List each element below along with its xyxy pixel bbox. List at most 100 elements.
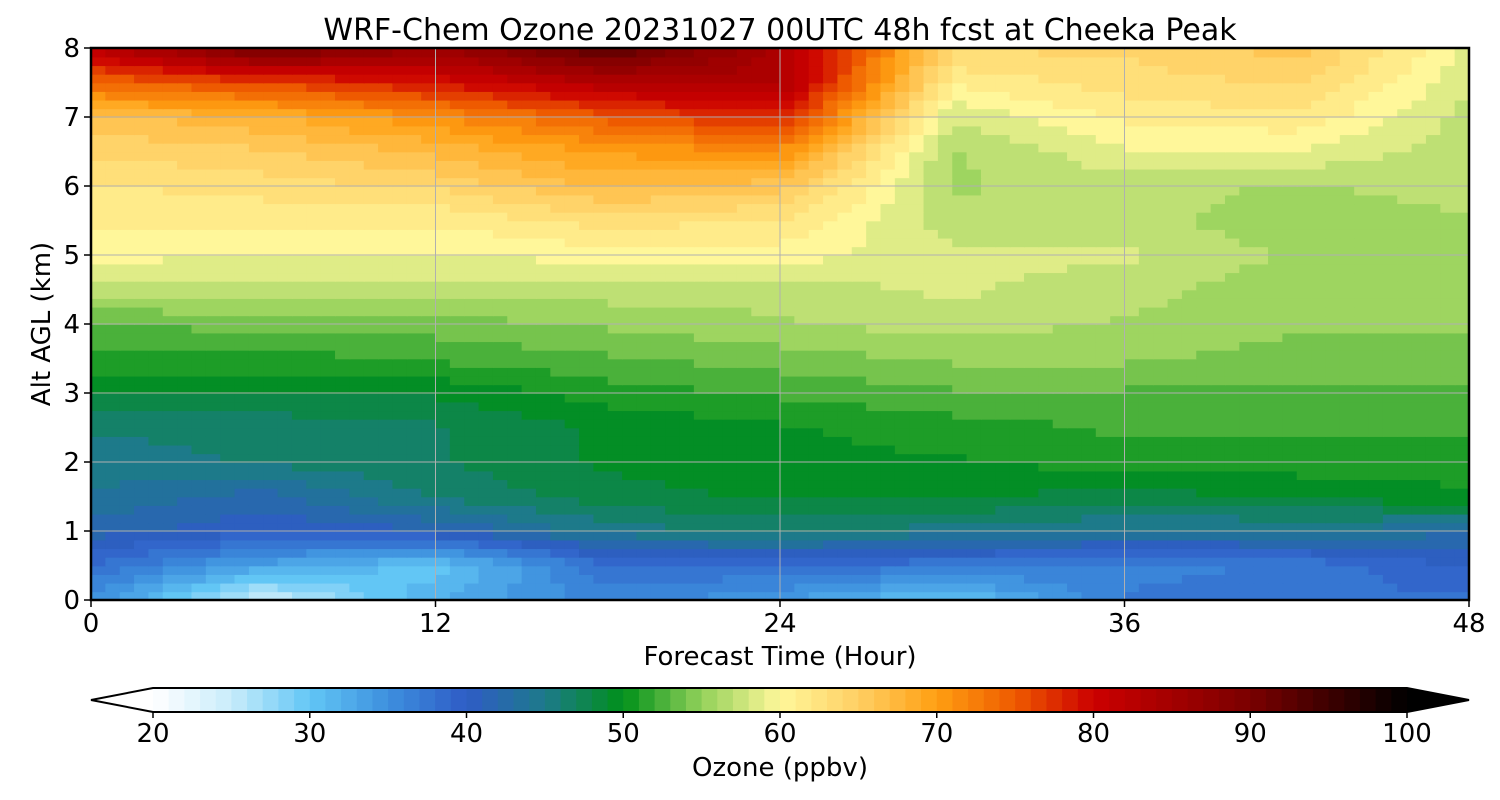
heatmap-cell xyxy=(1368,539,1384,550)
heatmap-cell xyxy=(937,272,954,282)
heatmap-cell xyxy=(148,315,164,325)
heatmap-cell xyxy=(909,237,925,248)
heatmap-cell xyxy=(966,470,982,481)
heatmap-cell xyxy=(1339,324,1355,334)
heatmap-cell xyxy=(162,280,178,291)
heatmap-cell xyxy=(205,436,221,446)
heatmap-cell xyxy=(765,186,781,196)
heatmap-cell xyxy=(1052,453,1068,463)
heatmap-cell xyxy=(780,160,796,170)
heatmap-cell xyxy=(91,306,107,317)
heatmap-cell xyxy=(808,298,824,308)
heatmap-cell xyxy=(306,479,322,489)
heatmap-cell xyxy=(1282,393,1298,403)
heatmap-cell xyxy=(708,453,724,463)
heatmap-cell xyxy=(1153,246,1169,256)
heatmap-cell xyxy=(248,272,265,282)
heatmap-cell xyxy=(535,505,552,515)
heatmap-cell xyxy=(1311,427,1327,437)
heatmap-cell xyxy=(937,470,954,481)
heatmap-cell xyxy=(1411,401,1427,412)
heatmap-cell xyxy=(923,349,939,360)
heatmap-cell xyxy=(1311,462,1327,472)
heatmap-cell xyxy=(693,427,710,437)
heatmap-cell xyxy=(1210,220,1226,230)
heatmap-cell xyxy=(794,151,810,161)
heatmap-cell xyxy=(234,194,250,205)
heatmap-cell xyxy=(1210,263,1226,274)
heatmap-cell xyxy=(1253,470,1269,481)
heatmap-cell xyxy=(320,565,336,575)
heatmap-cell xyxy=(650,582,666,593)
heatmap-cell xyxy=(579,470,595,481)
heatmap-cell xyxy=(1397,237,1413,248)
heatmap-cell xyxy=(1167,263,1183,274)
heatmap-cell xyxy=(1196,401,1212,412)
heatmap-cell xyxy=(937,211,954,222)
heatmap-cell xyxy=(1196,384,1212,394)
heatmap-cell xyxy=(363,220,379,230)
heatmap-cell xyxy=(148,556,164,567)
heatmap-cell xyxy=(837,444,853,455)
heatmap-cell xyxy=(105,289,121,299)
heatmap-cell xyxy=(1325,237,1341,248)
heatmap-cell xyxy=(722,220,738,230)
heatmap-cell xyxy=(794,401,810,412)
heatmap-cell xyxy=(191,151,207,161)
heatmap-cell xyxy=(823,582,839,593)
heatmap-cell xyxy=(1210,453,1226,463)
heatmap-cell xyxy=(177,384,193,394)
heatmap-cell xyxy=(507,462,523,472)
heatmap-cell xyxy=(780,151,796,161)
heatmap-cell xyxy=(1138,436,1154,446)
heatmap-cell xyxy=(1009,574,1025,584)
heatmap-cell xyxy=(808,496,824,506)
heatmap-cell xyxy=(191,565,207,575)
heatmap-cell xyxy=(851,531,867,541)
heatmap-cell xyxy=(622,186,638,196)
heatmap-cell xyxy=(1397,453,1413,463)
heatmap-cell xyxy=(1440,505,1456,515)
heatmap-cell xyxy=(1325,211,1341,222)
heatmap-cell xyxy=(1411,565,1427,575)
heatmap-cell xyxy=(1397,315,1413,325)
heatmap-cell xyxy=(306,565,322,575)
heatmap-cell xyxy=(119,375,135,386)
heatmap-cell xyxy=(205,315,221,325)
heatmap-cell xyxy=(1110,522,1126,532)
heatmap-cell xyxy=(1052,324,1068,334)
heatmap-cell xyxy=(349,410,365,420)
heatmap-cell xyxy=(306,582,322,593)
heatmap-cell xyxy=(794,453,810,463)
heatmap-cell xyxy=(622,591,638,600)
heatmap-cell xyxy=(894,272,910,282)
heatmap-cell xyxy=(1110,453,1126,463)
heatmap-cell xyxy=(1095,263,1111,274)
heatmap-cell xyxy=(134,565,150,575)
heatmap-cell xyxy=(607,229,623,239)
heatmap-cell xyxy=(464,410,480,420)
heatmap-cell xyxy=(320,393,336,403)
heatmap-cell xyxy=(535,401,552,412)
heatmap-cell xyxy=(823,384,839,394)
heatmap-cell xyxy=(1081,315,1097,325)
heatmap-cell xyxy=(349,393,365,403)
heatmap-cell xyxy=(1239,393,1255,403)
heatmap-cell xyxy=(894,539,910,550)
heatmap-cell xyxy=(923,229,939,239)
heatmap-cell xyxy=(162,358,178,368)
heatmap-cell xyxy=(1210,591,1226,600)
heatmap-cell xyxy=(1138,444,1154,455)
heatmap-cell xyxy=(1124,324,1140,334)
heatmap-cell xyxy=(392,349,408,360)
heatmap-cell xyxy=(980,367,997,377)
heatmap-cell xyxy=(1454,453,1469,463)
heatmap-cell xyxy=(1153,237,1169,248)
heatmap-cell xyxy=(1354,487,1370,498)
heatmap-cell xyxy=(622,246,638,256)
heatmap-cell xyxy=(679,349,695,360)
heatmap-cell xyxy=(1210,367,1226,377)
heatmap-cell xyxy=(449,315,465,325)
heatmap-cell xyxy=(937,505,954,515)
heatmap-cell xyxy=(1052,539,1068,550)
